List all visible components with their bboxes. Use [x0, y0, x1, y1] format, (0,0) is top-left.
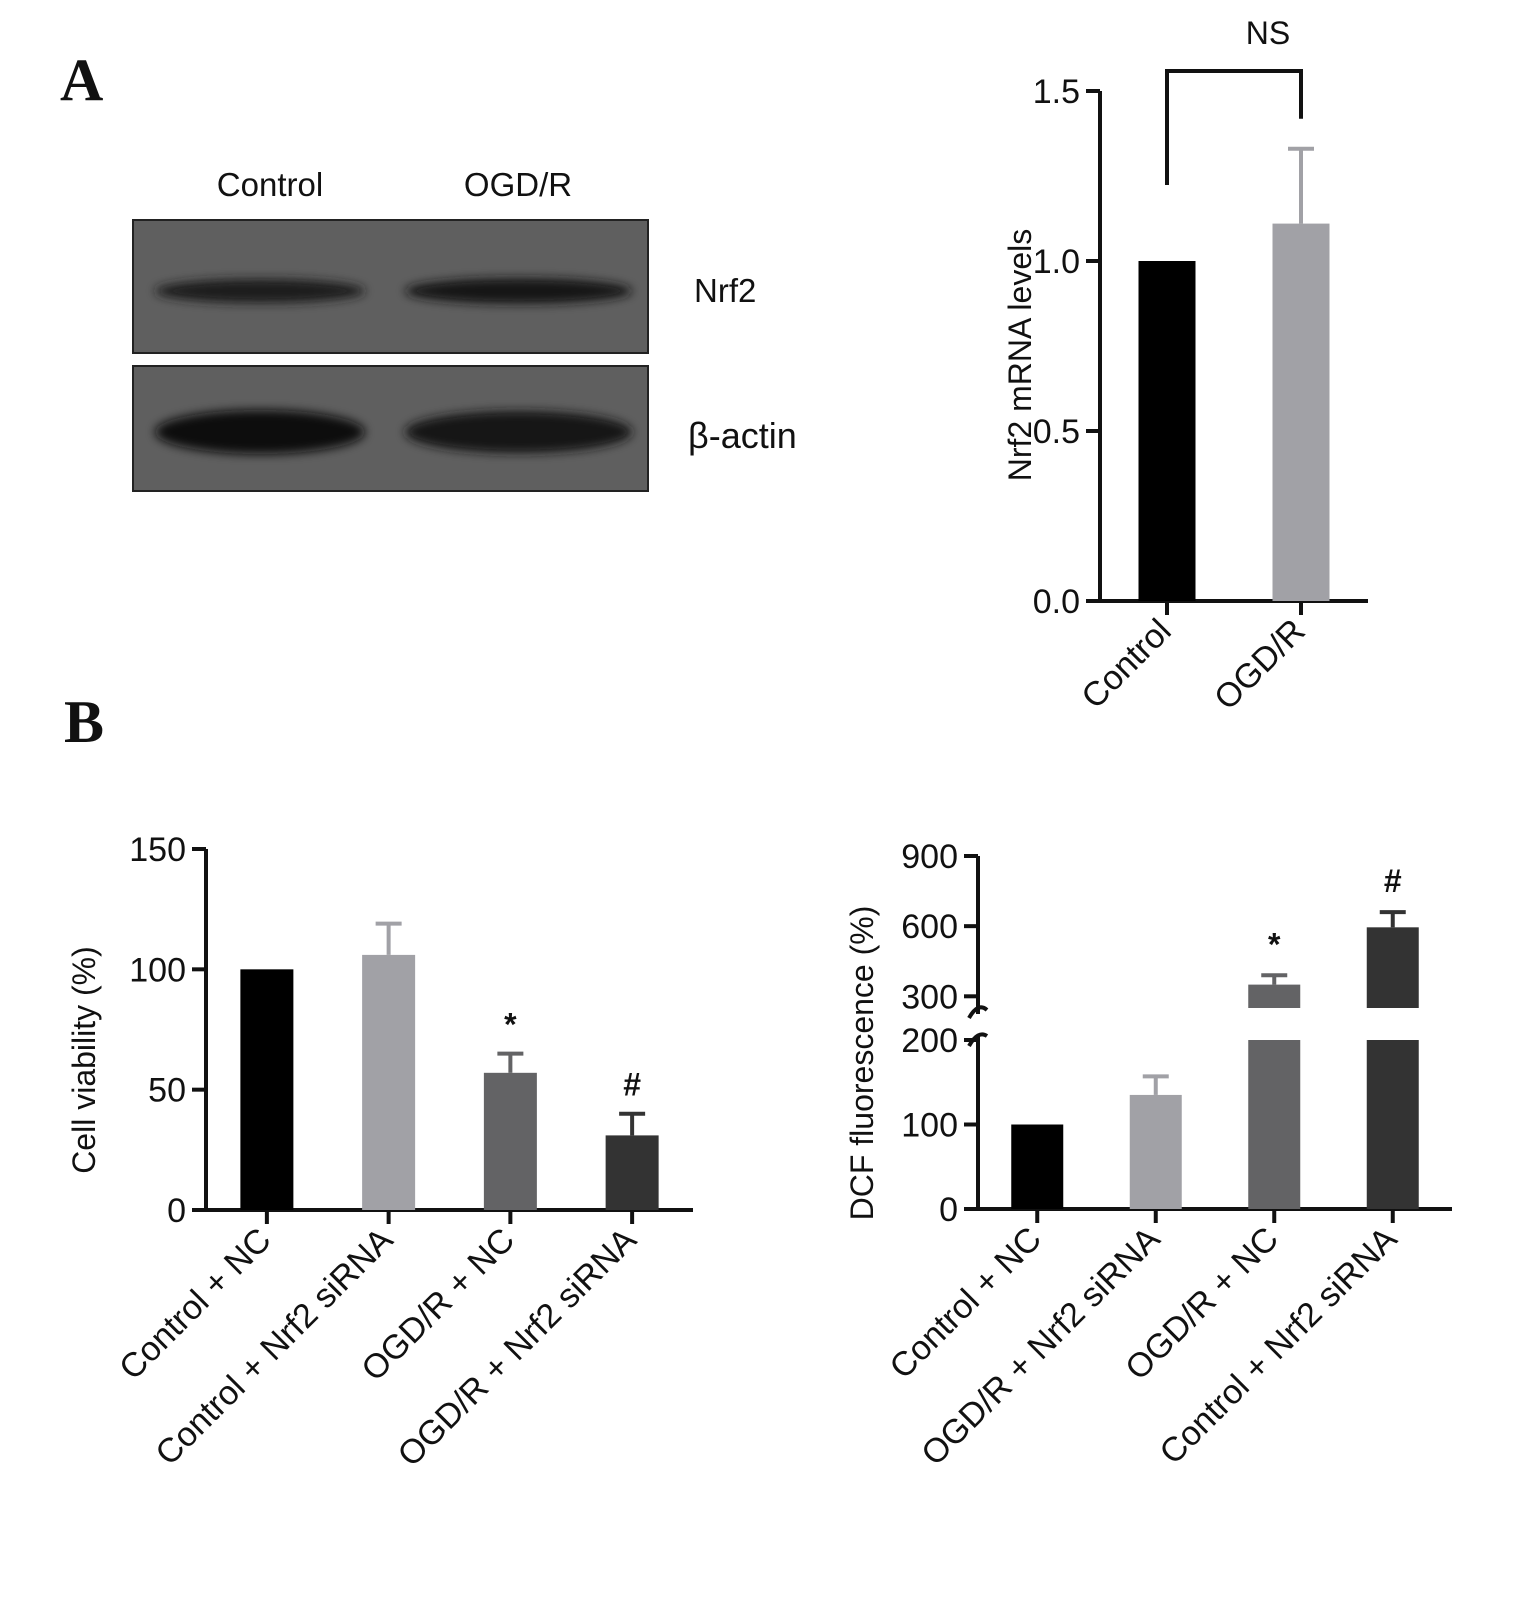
chart1-y-tick-label-1: 50 — [148, 1072, 186, 1110]
chart2-significance-ogd-r-nc: * — [1268, 926, 1281, 962]
chart0-y-tick-label-0: 0.0 — [1033, 583, 1080, 621]
chart2-x-tick-label-ogd-r-nrf2-sirna: OGD/R + Nrf2 siRNA — [914, 1220, 1168, 1474]
chart2-y-tick-label-4: 600 — [901, 908, 958, 946]
chart1-bar-ogd-r-nrf2-sirna — [605, 1135, 659, 1210]
blot-row-label-beta-actin: β-actin — [688, 415, 797, 456]
chart1-x-tick-label-ogd-r-nrf2-sirna: OGD/R + Nrf2 siRNA — [390, 1221, 644, 1475]
chart1-bar-ogd-r-nc — [483, 1072, 537, 1210]
chart2-bar-lower-ogd-r-nc — [1248, 1040, 1301, 1209]
panel-label-a: A — [60, 47, 103, 113]
blot-lane-label-ogdr: OGD/R — [464, 166, 572, 203]
chart1-bar-control-nc — [240, 969, 294, 1210]
chart0-bar-ogd-r — [1272, 223, 1330, 601]
chart0-y-tick-label-3: 1.5 — [1033, 73, 1080, 111]
chart0-y-tick-label-2: 1.0 — [1033, 243, 1080, 281]
panel-label-b: B — [64, 689, 104, 755]
chart1-significance-ogd-r-nc: * — [504, 1007, 517, 1043]
blot-band-nrf2-control — [155, 278, 365, 304]
chart1-y-tick-label-3: 150 — [129, 831, 186, 869]
chart2-bar-ogd-r-nrf2-sirna — [1129, 1094, 1182, 1209]
chart2-axis-break-mark-lower — [967, 1032, 989, 1048]
chart0-x-tick-label-control: Control — [1074, 612, 1178, 716]
chart0-bar-control — [1138, 261, 1196, 601]
chart2-bar-lower-control-nrf2-sirna — [1366, 1040, 1419, 1209]
blot-band-actin-ogd-r — [405, 410, 632, 454]
western-blot: Control OGD/R Nrf2 β-actin — [132, 166, 797, 492]
blot-bands — [155, 278, 632, 454]
chart2-y-tick-label-5: 900 — [901, 838, 958, 876]
chart-nrf2-mrna-marks: 0.0 0.5 1.0 1.5 Control OGD/R — [1033, 69, 1368, 718]
chart1-significance-ogd-r-nrf2-sirna: # — [623, 1067, 641, 1103]
chart-nrf2-mrna-bracket-label: NS — [1246, 15, 1290, 51]
chart0-significance-bracket — [1165, 69, 1303, 185]
chart2-y-tick-label-3: 300 — [901, 978, 958, 1016]
chart2-y-tick-label-0: 0 — [939, 1191, 958, 1229]
blot-band-actin-control — [155, 410, 365, 454]
chart1-bar-control-nrf2-sirna — [362, 954, 416, 1210]
blot-lane-label-control: Control — [217, 166, 323, 203]
chart2-bar-upper-ogd-r-nc — [1248, 984, 1301, 1008]
chart2-y-tick-label-1: 100 — [901, 1107, 958, 1145]
chart1-x-tick-label-control-nrf2-sirna: Control + Nrf2 siRNA — [148, 1221, 400, 1473]
blot-row-label-nrf2: Nrf2 — [694, 272, 756, 309]
chart1-y-tick-label-2: 100 — [129, 951, 186, 989]
chart-cell-viability-ylabel: Cell viability (%) — [66, 946, 102, 1174]
chart2-axis-break-mark-upper — [967, 1005, 989, 1020]
chart2-bar-upper-control-nrf2-sirna — [1366, 927, 1419, 1008]
chart2-significance-control-nrf2-sirna: # — [1384, 863, 1402, 899]
blot-band-nrf2-ogd-r — [405, 278, 632, 304]
chart1-y-tick-label-0: 0 — [167, 1192, 186, 1230]
chart-nrf2-mrna-ylabel: Nrf2 mRNA levels — [1002, 229, 1038, 482]
chart2-y-tick-label-2: 200 — [901, 1022, 958, 1060]
chart-nrf2-mrna: 0.0 0.5 1.0 1.5 Control OGD/R Nrf2 mRNA level… — [1002, 15, 1368, 717]
chart2-x-tick-label-control-nrf2-sirna: Control + Nrf2 siRNA — [1152, 1220, 1404, 1472]
chart0-x-tick-label-ogd-r: OGD/R — [1207, 612, 1313, 718]
chart2-bar-control-nc — [1011, 1124, 1064, 1209]
chart0-y-tick-label-1: 0.5 — [1033, 413, 1080, 451]
chart-dcf-fluorescence-ylabel: DCF fluorescence (%) — [844, 906, 880, 1221]
